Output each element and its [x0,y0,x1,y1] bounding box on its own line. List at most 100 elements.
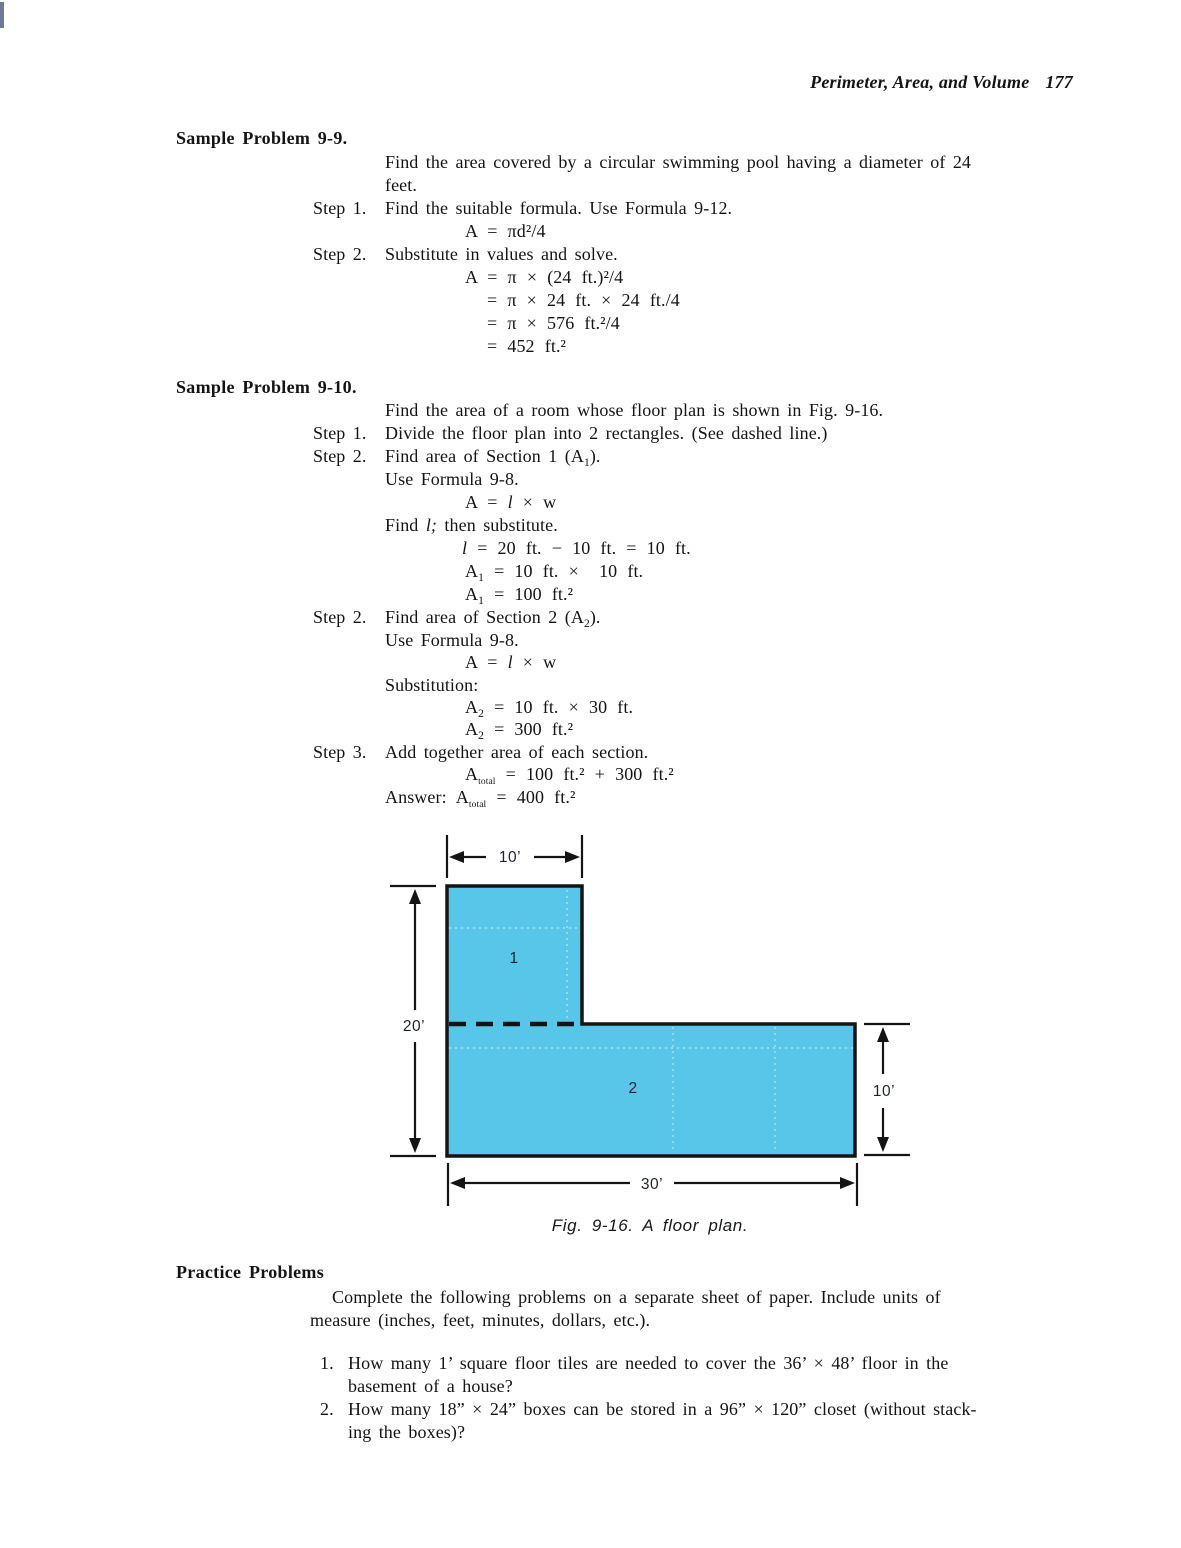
practice-intro-line1: Complete the following problems on a sep… [332,1287,941,1307]
a1-sub: 1 [478,572,484,584]
sp910-step1-label: Step 1. [313,423,367,443]
sp99-formula: A = πd²/4 [465,221,546,241]
atotal-pre: A [465,764,479,784]
find-pre: Find [385,515,426,535]
a2-rest: = 10 ft. × 30 ft. [483,697,634,717]
dimension-label-bottom: 30’ [641,1176,663,1193]
dimension-label-top: 10’ [499,849,521,866]
practice-item-2-text: How many 18” × 24” boxes can be stored i… [348,1399,977,1419]
sp910-step3: Step 3. Add together area of each section… [313,741,648,764]
a1-rest: = 10 ft. × 10 ft. [483,561,644,581]
top-arrow-left [449,851,464,863]
sp99-step2-label: Step 2. [313,244,367,264]
right-arrow-down [877,1137,889,1152]
find-var-l: l; [425,515,438,535]
sp910-step2a-text-post: ). [589,446,601,466]
leq-rest: = 20 ft. − 10 ft. = 10 ft. [467,538,691,558]
sp910-use-formula-a: Use Formula 9-8. [385,469,519,489]
alw-pre: A = [465,492,508,512]
a2-sub: 2 [478,708,484,720]
sp910-l-equation: l = 20 ft. − 10 ft. = 10 ft. [462,537,691,560]
sp910-step1: Step 1. Divide the floor plan into 2 rect… [313,422,827,445]
sp910-step2b-sub: 2 [583,618,590,630]
answer-rest: = 400 ft.² [486,787,576,807]
leq-var-l: l [462,538,468,558]
scan-artifact [0,2,4,28]
alw2-var-l: l [507,652,513,672]
practice-item-1-number: 1. [320,1353,334,1373]
sp910-step2b-text: Find area of Section 2 (A [385,607,584,627]
section1-label: 1 [509,950,518,967]
top-arrow-right [565,851,580,863]
a2b-rest: = 300 ft.² [483,719,574,739]
alw-post: × w [512,492,557,512]
alw-var-l: l [507,492,513,512]
practice-item-2-line1: 2. How many 18” × 24” boxes can be stored… [320,1398,977,1421]
a2-pre: A [465,697,479,717]
practice-heading: Practice Problems [176,1262,325,1282]
sp910-substitution: Substitution: [385,675,479,695]
running-head: Perimeter, Area, and Volume 177 [810,72,1073,93]
sp99-calc-line4: = 452 ft.² [487,336,567,356]
sp910-step3-label: Step 3. [313,742,367,762]
left-arrow-down [409,1138,421,1153]
left-arrow-up [409,889,421,904]
floor-plan-figure: 10’ 20’ 10’ 30’ 1 2 [390,835,910,1206]
sp910-use-formula-b: Use Formula 9-8. [385,630,519,650]
right-arrow-up [877,1027,889,1042]
answer-pre: A [455,787,469,807]
dimension-label-right: 10’ [873,1083,895,1100]
sp910-a2-equation2: A2 = 300 ft.² [465,718,574,742]
sp99-step1: Step 1. Find the suitable formula. Use Fo… [313,197,732,220]
sp910-step2a-sub: 1 [583,457,590,469]
practice-item-2-number: 2. [320,1399,334,1419]
sp910-step2b-text-post: ). [589,607,601,627]
sp99-intro-line1: Find the area covered by a circular swim… [385,152,972,172]
practice-item-2-line2: ing the boxes)? [348,1422,466,1442]
sp910-step3-text: Add together area of each section. [385,742,649,762]
floor-plan-shape [445,884,857,1158]
sp910-find-line: Find l; then substitute. [385,514,558,537]
sp99-calc-line2: = π × 24 ft. × 24 ft./4 [487,290,680,310]
dimension-label-left: 20’ [403,1018,425,1035]
sp910-step2b: Step 2. Find area of Section 2 (A2). [313,606,601,630]
bottom-arrow-right [840,1177,855,1189]
practice-item-1-text: How many 1’ square floor tiles are neede… [348,1353,949,1373]
sp910-step1-text: Divide the floor plan into 2 rectangles.… [385,423,828,443]
a2b-sub: 2 [478,730,484,742]
sp910-step2a-text: Find area of Section 1 (A [385,446,584,466]
practice-item-1-line1: 1. How many 1’ square floor tiles are nee… [320,1352,948,1375]
atotal-sub: total [478,777,496,787]
sp910-formula-alw: A = l × w [465,491,556,514]
answer-label: Answer: [385,787,456,807]
a2b-pre: A [465,719,479,739]
sp910-atotal-equation: Atotal = 100 ft.² + 300 ft.² [465,763,674,787]
dimension-lines [390,835,910,1206]
sp910-a1-equation1: A1 = 10 ft. × 10 ft. [465,560,644,584]
sp99-intro-line2: feet. [385,175,417,195]
sp99-calc-line1: A = π × (24 ft.)²/4 [465,267,624,287]
sp910-a1-equation2: A1 = 100 ft.² [465,583,574,607]
sp910-a2-equation1: A2 = 10 ft. × 30 ft. [465,696,634,720]
practice-intro-line2: measure (inches, feet, minutes, dollars,… [310,1310,651,1330]
a1-pre: A [465,561,479,581]
sp910-step2b-label: Step 2. [313,607,367,627]
answer-sub: total [468,800,487,810]
sp910-heading: Sample Problem 9-10. [176,377,357,397]
sp910-intro: Find the area of a room whose floor plan… [385,400,884,420]
page-number: 177 [1045,72,1073,92]
practice-item-1-line2: basement of a house? [348,1376,513,1396]
a1b-rest: = 100 ft.² [483,584,574,604]
a1b-pre: A [465,584,479,604]
find-post: then substitute. [437,515,558,535]
sp99-heading: Sample Problem 9-9. [176,128,348,148]
sp99-calc-line3: = π × 576 ft.²/4 [487,313,620,333]
sp99-step1-text: Find the suitable formula. Use Formula 9… [385,198,733,218]
sp910-answer: Answer: Atotal = 400 ft.² [385,786,576,810]
sp910-step2a-label: Step 2. [313,446,367,466]
atotal-rest: = 100 ft.² + 300 ft.² [495,764,674,784]
dimension-arrowheads [409,851,889,1189]
floor-grid-texture [449,890,853,1153]
alw2-pre: A = [465,652,508,672]
